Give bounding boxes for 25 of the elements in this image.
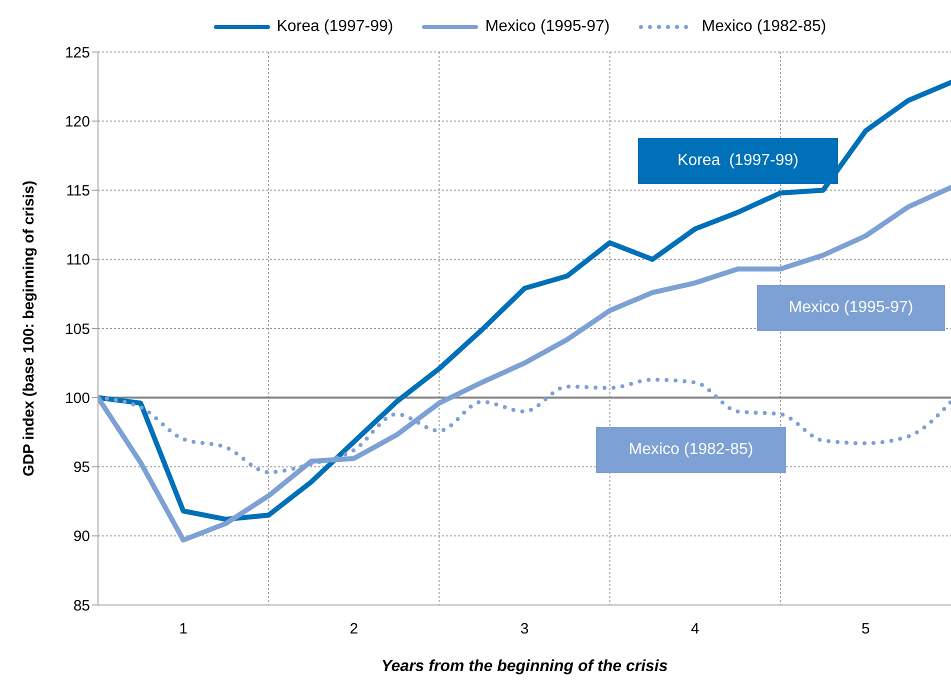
annotation: Mexico (1982-85) (628, 441, 754, 459)
y-tick-label: 105 (64, 320, 90, 338)
y-tick-label: 125 (64, 44, 90, 62)
label-box: Korea (1997-99) (638, 138, 838, 184)
x-tick-label: 4 (690, 620, 700, 638)
annotation: Korea (1997-99) (678, 152, 798, 170)
y-axis-title: GDP index (base 100: beginning of crisis) (20, 180, 38, 476)
legend-label: Korea (1997-99) (276, 18, 394, 36)
y-tick-label: 120 (64, 113, 90, 130)
y-tick-label: 100 (64, 390, 90, 407)
y-tick-label: 95 (73, 459, 90, 476)
label-box: Mexico (1982-85) (596, 427, 786, 473)
label-box: Mexico (1995-97) (757, 285, 945, 331)
y-tick-label: 115 (66, 182, 90, 200)
x-tick-label: 2 (350, 620, 358, 638)
x-tick-label: 5 (862, 620, 870, 638)
y-tick-label: 85 (73, 597, 90, 614)
x-axis-title: Years from the beginning of the crisis (381, 658, 668, 675)
x-tick-label: 1 (179, 620, 188, 638)
y-tick-label: 110 (66, 252, 90, 269)
legend-label: Mexico (1995-97) (485, 18, 610, 36)
y-tick-label: 90 (73, 528, 90, 546)
annotation: Mexico (1995-97) (788, 299, 914, 317)
x-tick-label: 3 (520, 620, 529, 638)
legend-label: Mexico (1982-85) (702, 18, 826, 36)
